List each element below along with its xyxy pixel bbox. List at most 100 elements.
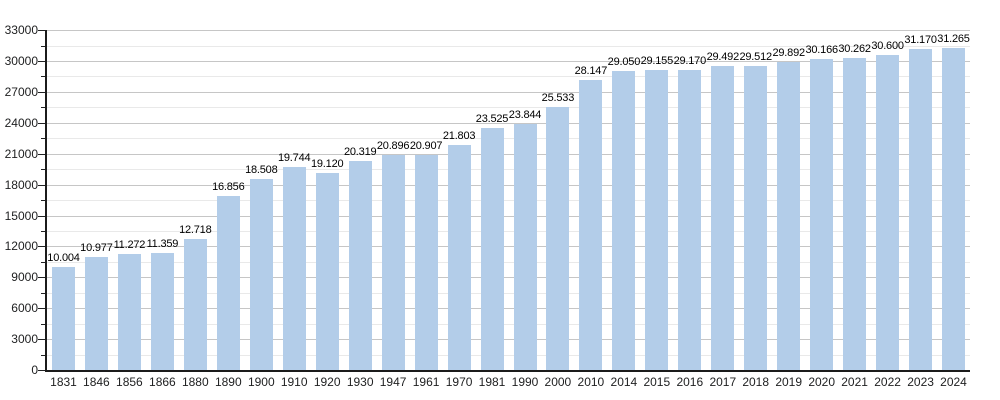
bar-1900 [249, 179, 273, 370]
x-tick-label: 2020 [808, 375, 836, 389]
bar-value-label: 18.508 [245, 164, 278, 177]
gridline-major [47, 184, 970, 186]
y-tick-major [38, 215, 45, 217]
bar-2024 [942, 47, 965, 370]
x-tick-label: 1890 [214, 375, 242, 389]
y-tick-label: 33000 [4, 23, 38, 37]
bar-value-label: 21.803 [442, 130, 476, 143]
x-tick-label: 2019 [775, 375, 803, 389]
bar-value-label: 19.120 [310, 158, 344, 170]
x-tick-label: 1990 [511, 375, 539, 389]
y-tick-label: 3000 [11, 332, 38, 347]
bar-2019 [777, 62, 801, 370]
y-tick-minor [41, 76, 45, 78]
x-tick-label: 1961 [412, 375, 440, 389]
gridline-minor [47, 200, 970, 201]
bar-1961 [414, 154, 438, 370]
x-tick-label: 2024 [940, 375, 967, 389]
bar-value-label: 23.844 [508, 109, 542, 122]
bar-value-label: 20.896 [376, 139, 410, 152]
y-tick-major [38, 91, 45, 93]
bar-1990 [513, 124, 537, 370]
bar-1910 [282, 166, 306, 370]
bar-2016 [678, 69, 702, 370]
bar-value-label: 10.977 [80, 241, 113, 254]
bar-1947 [381, 154, 405, 370]
gridline-major [47, 91, 970, 93]
gridline-minor [47, 76, 970, 78]
y-tick-label: 21000 [4, 146, 38, 161]
x-tick-label: 1970 [445, 375, 473, 389]
x-tick-label: 2017 [709, 375, 737, 389]
x-tick-label: 2016 [676, 375, 704, 389]
y-tick-label: 30000 [4, 53, 38, 68]
bar-value-label: 29.050 [607, 55, 641, 68]
x-tick-label: 2021 [841, 375, 868, 389]
bar-2023 [909, 48, 933, 370]
bar-value-label: 12.718 [179, 224, 212, 236]
gridline-major [47, 122, 970, 124]
y-tick-major [38, 370, 45, 371]
x-tick-label: 2023 [907, 375, 934, 389]
bar-1920 [315, 173, 339, 370]
bar-1866 [150, 253, 174, 370]
bar-1930 [348, 160, 372, 370]
bar-value-label: 20.907 [409, 139, 443, 152]
x-tick-label: 1910 [280, 375, 308, 389]
gridline-major [47, 60, 970, 62]
y-tick-major [38, 277, 45, 279]
bar-2010 [579, 80, 603, 370]
y-tick-major [38, 30, 45, 31]
bar-value-label: 19.744 [277, 151, 311, 164]
gridline-minor [47, 323, 970, 325]
bar-value-label: 31.170 [904, 33, 937, 46]
x-axis-line [45, 370, 970, 372]
x-tick-label: 2014 [610, 375, 638, 389]
x-tick-label: 1947 [379, 375, 407, 389]
x-tick-label: 2022 [874, 375, 901, 389]
bar-1890 [216, 196, 240, 370]
y-tick-minor [41, 107, 45, 109]
y-tick-minor [41, 261, 45, 263]
x-tick-label: 1920 [313, 375, 341, 389]
y-tick-label: 18000 [4, 177, 38, 192]
gridline-minor [47, 107, 970, 109]
x-tick-label: 2000 [544, 375, 572, 389]
y-tick-label: 24000 [4, 115, 38, 130]
bar-1856 [117, 253, 141, 370]
bar-2015 [645, 69, 669, 370]
bar-2000 [546, 106, 570, 370]
x-tick-label: 1981 [478, 375, 506, 389]
x-tick-label: 1866 [149, 375, 176, 389]
x-tick-label: 1900 [247, 375, 275, 389]
y-tick-major [38, 339, 45, 341]
y-tick-major [38, 122, 45, 124]
bar-2018 [744, 65, 768, 370]
y-tick-major [38, 308, 45, 310]
y-axis-line [45, 30, 47, 372]
bar-value-label: 11.359 [146, 238, 179, 250]
y-tick-minor [41, 169, 45, 171]
y-tick-minor [41, 292, 45, 294]
bar-value-label: 29.512 [739, 50, 772, 63]
bar-value-label: 29.892 [772, 47, 805, 59]
x-tick-label: 1856 [116, 375, 143, 389]
gridline-minor [47, 230, 970, 232]
y-tick-minor [41, 200, 45, 201]
y-tick-major [38, 60, 45, 62]
bar-1970 [447, 145, 471, 370]
y-tick-minor [41, 138, 45, 140]
bar-value-label: 31.265 [937, 32, 970, 45]
y-tick-minor [41, 45, 45, 47]
bar-value-label: 29.155 [640, 54, 674, 67]
y-tick-label: 27000 [4, 84, 38, 99]
bar-2021 [843, 58, 867, 370]
gridline-minor [47, 138, 970, 140]
bar-value-label: 25.533 [541, 91, 575, 104]
bar-value-label: 11.272 [113, 238, 146, 251]
gridline-minor [47, 354, 970, 356]
bar-value-label: 28.147 [574, 65, 608, 77]
bar-value-label: 10.004 [47, 251, 80, 264]
y-tick-label: 0 [31, 363, 38, 377]
